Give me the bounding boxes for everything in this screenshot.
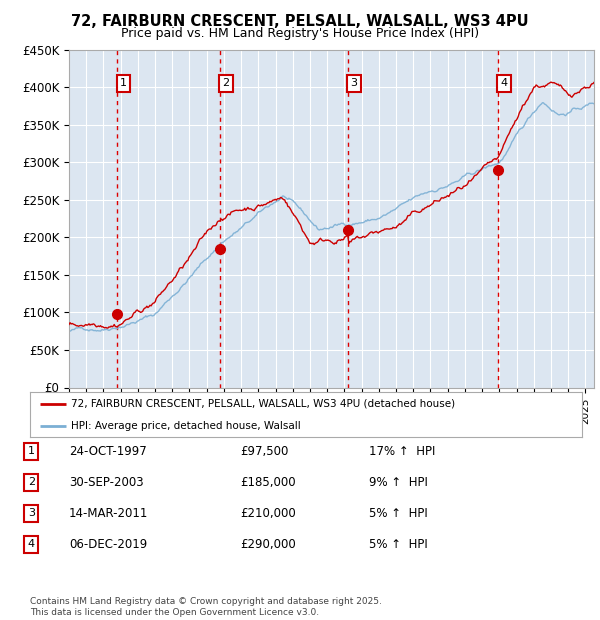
Text: 1: 1 — [120, 78, 127, 89]
Text: £185,000: £185,000 — [240, 476, 296, 489]
Text: 9% ↑  HPI: 9% ↑ HPI — [369, 476, 428, 489]
Text: 72, FAIRBURN CRESCENT, PELSALL, WALSALL, WS3 4PU (detached house): 72, FAIRBURN CRESCENT, PELSALL, WALSALL,… — [71, 399, 455, 409]
Text: 4: 4 — [28, 539, 35, 549]
Text: 3: 3 — [350, 78, 358, 89]
Text: 72, FAIRBURN CRESCENT, PELSALL, WALSALL, WS3 4PU: 72, FAIRBURN CRESCENT, PELSALL, WALSALL,… — [71, 14, 529, 29]
Text: Contains HM Land Registry data © Crown copyright and database right 2025.
This d: Contains HM Land Registry data © Crown c… — [30, 598, 382, 617]
Text: 2: 2 — [222, 78, 229, 89]
Text: Price paid vs. HM Land Registry's House Price Index (HPI): Price paid vs. HM Land Registry's House … — [121, 27, 479, 40]
Text: 2: 2 — [28, 477, 35, 487]
Text: 30-SEP-2003: 30-SEP-2003 — [69, 476, 143, 489]
Text: £210,000: £210,000 — [240, 507, 296, 520]
Text: 14-MAR-2011: 14-MAR-2011 — [69, 507, 148, 520]
Text: 1: 1 — [28, 446, 35, 456]
Text: HPI: Average price, detached house, Walsall: HPI: Average price, detached house, Wals… — [71, 421, 301, 431]
Text: 5% ↑  HPI: 5% ↑ HPI — [369, 538, 428, 551]
Text: 3: 3 — [28, 508, 35, 518]
Text: 4: 4 — [501, 78, 508, 89]
Text: 5% ↑  HPI: 5% ↑ HPI — [369, 507, 428, 520]
Text: £290,000: £290,000 — [240, 538, 296, 551]
Text: 06-DEC-2019: 06-DEC-2019 — [69, 538, 147, 551]
Text: 24-OCT-1997: 24-OCT-1997 — [69, 445, 147, 458]
Text: £97,500: £97,500 — [240, 445, 289, 458]
Text: 17% ↑  HPI: 17% ↑ HPI — [369, 445, 436, 458]
